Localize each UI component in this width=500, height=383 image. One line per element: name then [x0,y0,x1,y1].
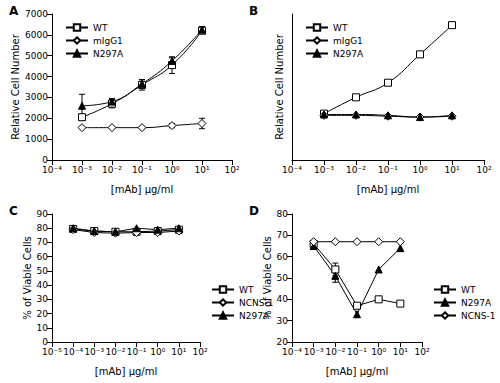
svg-text:N297A: N297A [333,49,364,59]
svg-text:90: 90 [37,209,49,219]
svg-text:10⁰: 10⁰ [371,347,386,357]
svg-text:80: 80 [37,223,49,233]
svg-text:60: 60 [277,252,289,262]
svg-text:Relative Cell Number: Relative Cell Number [274,33,285,139]
svg-text:A: A [9,4,19,18]
svg-text:40: 40 [277,294,289,304]
svg-text:NCNS-1: NCNS-1 [461,311,495,321]
svg-text:mIgG1: mIgG1 [93,36,123,46]
svg-text:80: 80 [277,209,289,219]
svg-text:10⁻³: 10⁻³ [84,347,104,357]
svg-text:B: B [249,4,258,18]
svg-text:30: 30 [37,294,49,304]
svg-text:10⁻⁴: 10⁻⁴ [282,347,302,357]
svg-text:NCNS-1: NCNS-1 [239,298,273,308]
svg-text:10⁻²: 10⁻² [106,347,126,357]
svg-text:10⁻¹: 10⁻¹ [378,165,398,175]
svg-text:10¹: 10¹ [393,347,408,357]
svg-text:20: 20 [277,337,289,347]
svg-text:10⁰: 10⁰ [412,165,427,175]
svg-text:[mAb] μg/ml: [mAb] μg/ml [357,184,420,195]
svg-text:10⁻³: 10⁻³ [304,347,324,357]
svg-text:10⁻²: 10⁻² [325,347,345,357]
svg-text:70: 70 [277,230,289,240]
svg-text:10: 10 [37,323,49,333]
svg-text:1000: 1000 [25,134,48,144]
svg-text:10⁻⁴: 10⁻⁴ [42,165,62,175]
svg-text:% of Viable Cells: % of Viable Cells [22,236,33,319]
svg-text:[mAb] μg/ml: [mAb] μg/ml [111,184,174,195]
svg-text:10²: 10² [476,165,491,175]
svg-text:N297A: N297A [93,49,124,59]
svg-text:WT: WT [461,285,476,295]
svg-text:N297A: N297A [239,311,270,321]
svg-text:WT: WT [239,285,254,295]
svg-text:% of Viable Cells: % of Viable Cells [261,236,273,320]
svg-text:60: 60 [37,252,49,262]
svg-text:N297A: N297A [461,298,492,308]
svg-text:10⁻³: 10⁻³ [314,165,334,175]
svg-text:[mAb] μg/ml: [mAb] μg/ml [95,366,158,377]
svg-text:6000: 6000 [25,30,48,40]
svg-text:2000: 2000 [25,113,48,123]
svg-text:10¹: 10¹ [194,165,209,175]
svg-text:5000: 5000 [25,51,48,61]
svg-text:10⁻³: 10⁻³ [72,165,92,175]
svg-text:70: 70 [37,237,49,247]
svg-text:10⁻⁴: 10⁻⁴ [63,347,83,357]
svg-text:40: 40 [37,280,49,290]
svg-text:30: 30 [277,316,289,326]
svg-text:10⁻¹: 10⁻¹ [132,165,152,175]
svg-text:3000: 3000 [25,92,48,102]
svg-text:10²: 10² [192,347,207,357]
svg-text:10¹: 10¹ [171,347,186,357]
svg-text:10⁰: 10⁰ [150,347,165,357]
svg-text:10⁻²: 10⁻² [102,165,122,175]
svg-text:10⁻⁵: 10⁻⁵ [42,347,62,357]
svg-text:0: 0 [42,155,48,165]
svg-text:7000: 7000 [25,9,48,19]
svg-text:C: C [9,204,18,218]
svg-text:4000: 4000 [25,72,48,82]
svg-text:50: 50 [277,273,289,283]
svg-text:0: 0 [42,337,48,347]
svg-text:10⁰: 10⁰ [164,165,179,175]
svg-text:Relative Cell Number: Relative Cell Number [10,33,21,139]
svg-text:[mAb] μg/ml: [mAb] μg/ml [326,366,389,377]
svg-text:mIgG1: mIgG1 [333,36,363,46]
svg-text:10²: 10² [224,165,239,175]
svg-text:10¹: 10¹ [444,165,459,175]
svg-text:10⁻²: 10⁻² [346,165,366,175]
svg-text:WT: WT [333,23,348,33]
svg-text:10⁻¹: 10⁻¹ [127,347,147,357]
svg-text:D: D [249,204,259,218]
svg-text:WT: WT [93,23,108,33]
svg-text:10²: 10² [414,347,429,357]
svg-text:10⁻¹: 10⁻¹ [347,347,367,357]
svg-text:20: 20 [37,309,49,319]
svg-text:10⁻⁴: 10⁻⁴ [282,165,302,175]
svg-text:50: 50 [37,266,49,276]
